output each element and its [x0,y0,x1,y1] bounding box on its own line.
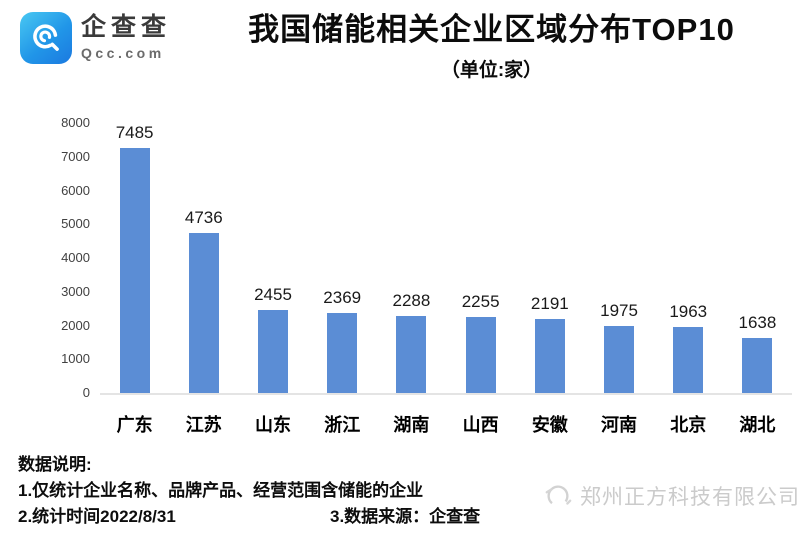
x-axis: 广东 江苏 山东 浙江 湖南 山西 安徽 河南 北京 湖北 [100,411,792,437]
x-axis-label: 江苏 [185,415,222,435]
y-axis-tick-label: 2000 [61,317,90,333]
y-axis-tick-label: 3000 [61,283,90,299]
x-axis-label: 山东 [255,415,291,435]
note-stat-time: 2.统计时间2022/8/31 [18,507,176,526]
note-line-1: 1.仅统计企业名称、品牌产品、经营范围含储能的企业 [18,481,424,500]
qcc-logo-text: 企查查 Qcc.com [81,12,171,61]
note-line-2: 2.统计时间2022/8/31 3.数据来源：企查查 [18,504,578,530]
bar-column: 2255 [446,123,515,393]
bar-value-label: 2288 [392,290,431,310]
bar-value-label: 1963 [669,301,708,321]
data-notes: 数据说明: 1.仅统计企业名称、品牌产品、经营范围含储能的企业 2.统计时间20… [18,452,578,530]
x-axis-label: 北京 [670,415,707,435]
bar [119,148,150,393]
x-axis-label: 湖北 [739,415,776,435]
bar-column: 1638 [723,123,792,393]
x-axis-label: 浙江 [324,415,361,435]
qcc-logo-icon [20,12,72,64]
page-title: 我国储能相关企业区域分布TOP10 [248,12,735,47]
y-axis-tick-label: 4000 [61,250,90,265]
watermark-logo-icon [545,485,572,507]
bar [465,316,496,393]
y-axis-tick-label: 7000 [61,148,90,164]
bar-value-label: 2255 [461,291,500,311]
bar [396,315,427,393]
watermark-text: 郑州正方科技有限公司 [580,486,800,509]
header: 企查查 Qcc.com 我国储能相关企业区域分布TOP10 （单位:家） [0,10,811,102]
y-axis-tick-label: 0 [82,385,90,400]
unit-subtitle: （单位:家） [440,60,543,81]
bar [188,233,219,393]
bar-column: 2455 [238,123,307,393]
bar-column: 2369 [308,123,377,393]
bar [327,313,358,393]
x-axis-label: 河南 [601,415,638,435]
y-axis: 0 1000 2000 3000 4000 5000 6000 7000 8000 [0,115,90,400]
bar-value-label: 2191 [530,294,569,314]
bar-value-label: 4736 [184,208,223,228]
notes-heading: 数据说明: [18,455,92,474]
bar [742,337,773,393]
bar-columns: 7485 4736 2455 2369 2288 2255 2191 1975 1963 1638 [100,123,792,393]
y-axis-tick-label: 1000 [61,351,90,367]
bar-column: 1975 [584,123,653,393]
bar-value-label: 7485 [115,123,154,142]
x-axis-label: 安徽 [531,415,568,435]
bar-value-label: 1638 [738,312,777,332]
y-axis-tick-label: 8000 [61,115,90,130]
bar-value-label: 1975 [600,301,638,321]
x-axis-label: 广东 [116,415,153,435]
qcc-logo-domain: Qcc.com [81,45,165,61]
qcc-spiral-glyph [33,24,59,51]
plot-area: 7485 4736 2455 2369 2288 2255 2191 1975 1963 1638 [100,123,792,395]
y-axis-tick-label: 5000 [61,216,90,232]
x-axis-label: 山西 [462,415,499,435]
bar [604,326,635,393]
bar [673,326,704,393]
qcc-logo-name: 企查查 [81,13,172,41]
bar-column: 4736 [169,123,238,393]
bar-value-label: 2455 [254,285,292,305]
bar [534,319,565,393]
bar-column: 1963 [654,123,723,393]
bar-column: 2288 [377,123,446,393]
bar [258,310,288,393]
bar-value-label: 2369 [323,288,362,308]
bar-column: 7485 [100,123,169,393]
x-axis-label: 湖南 [393,415,430,435]
bar-column: 2191 [515,123,584,393]
bar-chart: 0 1000 2000 3000 4000 5000 6000 7000 8000 7485 47… [0,105,811,450]
qcc-logo: 企查查 Qcc.com [20,12,171,64]
title-block: 我国储能相关企业区域分布TOP10 （单位:家） [180,10,803,82]
y-axis-tick-label: 6000 [61,182,90,198]
note-data-source: 3.数据来源：企查查 [330,507,481,526]
watermark: 郑州正方科技有限公司 [543,481,800,511]
